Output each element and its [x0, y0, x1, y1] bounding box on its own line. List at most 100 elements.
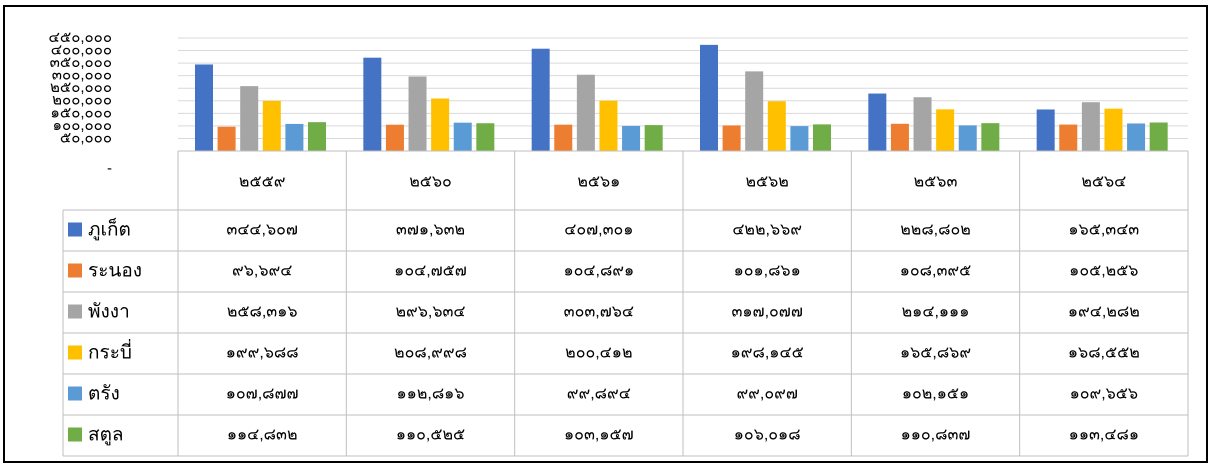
table-cell: ๙๖,๖๙๔: [232, 263, 292, 280]
bar: [408, 76, 427, 151]
table-cell: ๑๐๘,๓๙๕: [900, 263, 971, 280]
table-cell: ๑๙๘,๑๔๕: [731, 345, 804, 362]
bar: [868, 93, 887, 151]
legend-key: [68, 345, 82, 360]
table-cell: ๒๑๔,๑๑๑: [902, 304, 970, 321]
x-tick-label: ๒๕๖๒: [745, 174, 788, 191]
bar: [195, 64, 213, 151]
bar: [1036, 109, 1055, 151]
table-cell: ๓๐๓,๗๖๔: [564, 304, 634, 321]
bar: [453, 122, 472, 151]
bar: [262, 100, 281, 151]
legend-label: สตูล: [88, 425, 124, 446]
bar: [1059, 124, 1078, 151]
bar: [622, 125, 641, 151]
table-cell: ๔๒๒,๖๖๙: [732, 222, 802, 239]
bar: [476, 123, 495, 151]
table-cell: ๑๐๓,๑๕๗: [564, 427, 634, 444]
bar: [554, 124, 573, 151]
table-cell: ๓๔๔,๖๐๗: [226, 222, 298, 239]
bar: [722, 125, 741, 151]
legend-label: ระนอง: [88, 261, 142, 282]
bar: [1149, 122, 1168, 151]
table-cell: ๓๗๑,๖๓๒: [396, 222, 465, 239]
table-cell: ๑๙๙,๖๘๘: [226, 345, 299, 362]
legend-key: [68, 427, 82, 442]
table-cell: ๒๕๘,๓๑๖: [227, 304, 298, 321]
bar: [385, 124, 404, 151]
table-cell: ๑๑๐,๘๓๗: [901, 427, 971, 444]
bar: [813, 124, 831, 151]
bar: [431, 98, 450, 151]
bar: [936, 109, 955, 151]
bar: [890, 123, 909, 151]
legend-label: กระบี่: [88, 339, 132, 364]
x-tick-label: ๒๕๖๓: [914, 174, 958, 191]
table-cell: ๒๐๘,๙๙๘: [394, 345, 467, 362]
legend-key: [68, 386, 82, 401]
table-cell: ๑๐๖,๐๑๘: [734, 427, 801, 444]
bar: [981, 123, 1000, 151]
table-cell: ๑๐๕,๒๕๖: [1069, 263, 1138, 280]
table-cell: ๓๑๗,๐๗๗: [731, 304, 802, 321]
legend-key: [68, 304, 82, 319]
table-cell: ๙๙,๘๙๔: [567, 386, 631, 403]
table-cell: ๔๐๗,๓๐๑: [564, 222, 633, 239]
table-cell: ๑๙๔,๒๘๒: [1068, 304, 1140, 321]
y-tick-label: ๑๕๐,๐๐๐: [50, 104, 112, 121]
table-cell: ๑๐๗,๘๗๗: [226, 386, 299, 403]
x-tick-label: ๒๕๖๔: [1081, 174, 1126, 191]
bar: [958, 125, 977, 151]
table-cell: ๑๖๘,๕๕๒: [1068, 345, 1140, 362]
bar: [1081, 102, 1100, 151]
table-cell: ๒๙๖,๖๓๔: [395, 304, 465, 321]
table-cell: ๑๖๕,๘๖๙: [900, 345, 971, 362]
table-cell: ๑๐๔,๗๕๗: [394, 263, 467, 280]
bar: [363, 57, 382, 151]
table-cell: ๑๑๓,๔๘๑: [1069, 427, 1139, 444]
bar: [700, 44, 718, 152]
y-tick-label: ๕๐,๐๐๐: [60, 129, 112, 146]
x-tick-label: ๒๕๖๐: [409, 174, 452, 191]
y-tick-label: ๓๕๐,๐๐๐: [50, 54, 112, 71]
legend-key: [68, 263, 82, 278]
bar: [913, 97, 932, 151]
y-tick-label: -: [107, 160, 112, 177]
table-cell: ๑๐๒,๑๕๑: [902, 386, 969, 403]
table-cell: ๑๑๐,๕๒๕: [396, 427, 465, 444]
y-tick-label: ๑๐๐,๐๐๐: [53, 117, 112, 134]
table-cell: ๑๑๒,๘๑๖: [397, 386, 465, 403]
bar: [1127, 123, 1146, 151]
bar: [644, 125, 663, 151]
table-cell: ๑๐๙,๖๕๖: [1070, 386, 1139, 403]
bar: [767, 101, 786, 151]
y-tick-label: ๒๕๐,๐๐๐: [50, 79, 112, 96]
legend-key: [68, 222, 82, 237]
table-cell: ๑๑๔,๘๓๒: [227, 427, 298, 444]
bar: [285, 123, 304, 151]
x-tick-label: ๒๕๕๙: [239, 174, 285, 191]
legend-label: ภูเก็ต: [88, 217, 131, 241]
legend-label: พังงา: [88, 302, 130, 323]
bar: [790, 126, 809, 151]
table-cell: ๑๐๑,๘๖๑: [734, 263, 801, 280]
table-cell: ๒๒๘,๘๐๒: [900, 222, 971, 239]
bar: [599, 100, 618, 151]
table-cell: ๑๖๕,๓๔๓: [1068, 222, 1139, 239]
y-tick-label: ๔๕๐,๐๐๐: [49, 29, 113, 46]
bar: [576, 74, 595, 151]
bar: [217, 126, 236, 151]
bar: [240, 86, 259, 151]
y-tick-label: ๔๐๐,๐๐๐: [51, 42, 112, 59]
bar: [308, 122, 326, 151]
legend-label: ตรัง: [88, 384, 120, 405]
y-tick-label: ๒๐๐,๐๐๐: [52, 92, 112, 109]
bar: [1104, 108, 1123, 151]
bar: [745, 71, 764, 151]
table-cell: ๙๙,๐๙๗: [736, 386, 797, 403]
table-cell: ๒๐๐,๔๑๒: [565, 345, 632, 362]
bar: [531, 48, 550, 151]
x-tick-label: ๒๕๖๑: [577, 174, 620, 191]
y-tick-label: ๓๐๐,๐๐๐: [52, 67, 112, 84]
